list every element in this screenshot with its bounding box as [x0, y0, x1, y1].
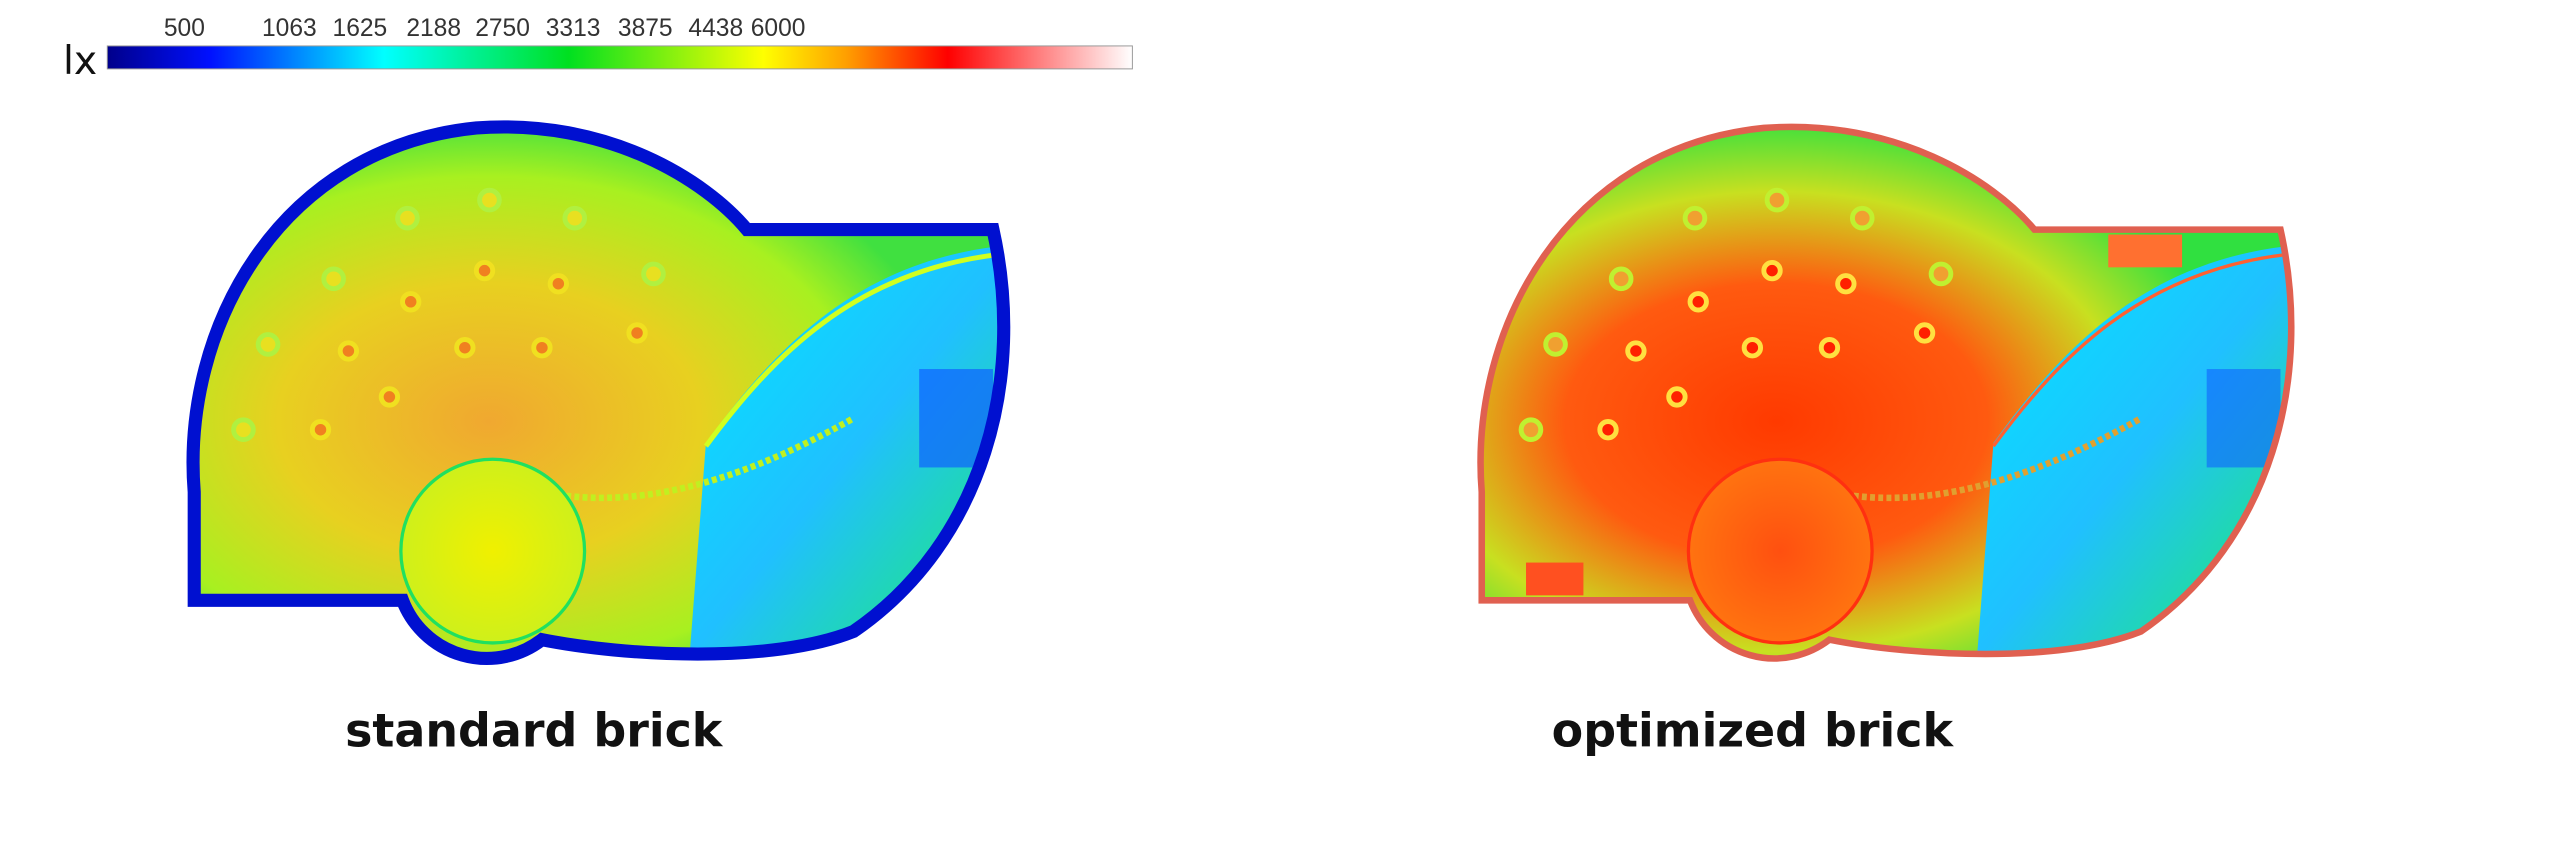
legend-colorbar [106, 45, 1133, 70]
legend-unit: lx [63, 38, 97, 84]
floor-plan-optimized-brick: optimized brick [1452, 115, 2305, 757]
round-room [399, 457, 587, 645]
color-legend: lx 500 1063 1625 2188 2750 3313 3875 443… [63, 15, 1133, 84]
round-room [1686, 457, 1874, 645]
caption-optimized-brick: optimized brick [1552, 703, 1955, 757]
legend-tick: 6000 [751, 15, 806, 42]
legend-tick: 3313 [546, 15, 601, 42]
light-spots [1597, 259, 1936, 441]
legend-tick: 2188 [406, 15, 461, 42]
legend-tick: 1625 [333, 15, 388, 42]
floor-plan-standard-brick: standard brick [165, 115, 1018, 757]
legend-tick: 1063 [262, 15, 317, 42]
caption-standard-brick: standard brick [345, 703, 724, 757]
legend-tick: 4438 [688, 15, 743, 42]
legend-tick: 500 [164, 15, 205, 42]
table-icons [231, 187, 666, 443]
table-icons [1518, 187, 1954, 443]
light-spots [309, 259, 648, 441]
legend-tick: 2750 [475, 15, 530, 42]
legend-tick: 3875 [618, 15, 673, 42]
